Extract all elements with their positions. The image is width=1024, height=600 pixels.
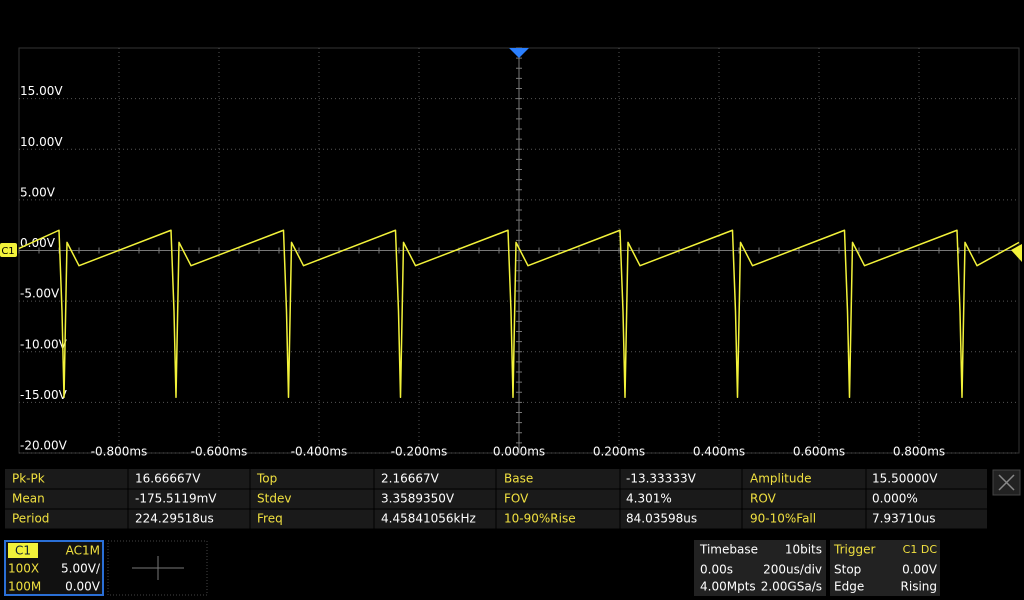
add-channel-box[interactable] <box>107 540 208 596</box>
x-tick-label: 0.400ms <box>693 445 745 459</box>
measure-value: 224.29518us <box>135 512 214 526</box>
measure-value: 4.45841056kHz <box>381 512 476 526</box>
trigger-position-marker <box>509 48 529 58</box>
measure-label: 10-90%Rise <box>504 512 576 526</box>
channel-tag <box>8 543 38 558</box>
timebase-scale: 200us/div <box>763 563 822 577</box>
channel-marker-label: C1 <box>1 246 14 257</box>
timebase-rate: 2.00GSa/s <box>761 580 822 594</box>
timebase-delay: 0.00s <box>700 563 733 577</box>
y-tick-label: -15.00V <box>20 388 68 402</box>
trigger-level: 0.00V <box>902 563 938 577</box>
close-icon <box>998 474 1015 491</box>
measure-value: -13.33333V <box>626 472 697 486</box>
measure-label: Amplitude <box>750 472 812 486</box>
measure-value: -175.5119mV <box>135 492 217 506</box>
measure-value: 3.3589350V <box>381 492 455 506</box>
x-tick-label: -0.800ms <box>91 445 148 459</box>
close-button[interactable] <box>992 469 1021 496</box>
add-icon <box>132 556 184 580</box>
timebase-memory: 4.00Mpts <box>700 580 756 594</box>
waveform <box>18 229 1020 399</box>
channel-name: C1 <box>15 544 31 558</box>
x-tick-label: 0.600ms <box>793 445 845 459</box>
measure-label: Stdev <box>257 492 291 506</box>
trigger-type: Edge <box>834 580 864 594</box>
y-tick-label: 15.00V <box>20 84 63 98</box>
channel-scale: 5.00V/ <box>61 562 101 576</box>
measure-value: 4.301% <box>626 492 672 506</box>
measure-value: 16.66667V <box>135 472 201 486</box>
measure-label: Period <box>12 512 49 526</box>
measure-label: FOV <box>504 492 529 506</box>
measurements: Pk-Pk 16.66667V Top 2.16667V Base -13.33333V A… <box>5 469 987 530</box>
y-tick-label: -20.00V <box>20 439 68 453</box>
trigger-level-marker <box>1011 244 1022 262</box>
measure-label: 90-10%Fall <box>750 512 816 526</box>
timebase-resolution: 10bits <box>785 543 822 557</box>
x-tick-label: -0.400ms <box>291 445 348 459</box>
measure-value: 15.50000V <box>872 472 938 486</box>
measure-label: Top <box>256 472 277 486</box>
x-tick-label: 0.200ms <box>593 445 645 459</box>
x-tick-label: -0.200ms <box>391 445 448 459</box>
y-tick-label: 10.00V <box>20 135 63 149</box>
channel-box[interactable] <box>4 540 104 596</box>
trigger-state: Stop <box>834 563 861 577</box>
channel-probe: 100X <box>8 562 39 576</box>
trigger-slope: Rising <box>901 580 937 594</box>
measure-label: Mean <box>12 492 45 506</box>
x-tick-label: 0.800ms <box>893 445 945 459</box>
channel-offset: 0.00V <box>65 580 101 594</box>
measure-label: Pk-Pk <box>12 472 45 486</box>
measure-value: 0.000% <box>872 492 918 506</box>
x-tick-label: -0.600ms <box>191 445 248 459</box>
y-tick-label: 5.00V <box>20 185 56 199</box>
measure-label: Base <box>504 472 533 486</box>
measure-value: 2.16667V <box>381 472 440 486</box>
measure-value: 84.03598us <box>626 512 697 526</box>
measure-label: Freq <box>257 512 283 526</box>
timebase-title: Timebase <box>699 543 758 557</box>
channel-bandwidth: 100M <box>8 580 41 594</box>
trigger-box[interactable] <box>830 540 940 596</box>
measure-label: ROV <box>750 492 777 506</box>
y-tick-label: -10.00V <box>20 337 68 351</box>
channel-marker <box>0 243 17 257</box>
trigger-source: C1 DC <box>903 543 938 556</box>
timebase-box[interactable] <box>694 540 826 596</box>
plot <box>18 229 1020 399</box>
measure-value: 7.93710us <box>872 512 935 526</box>
y-tick-label: 0.00V <box>20 236 56 250</box>
y-tick-label: -5.00V <box>20 287 60 301</box>
trigger-title: Trigger <box>833 543 875 557</box>
channel-coupling: AC1M <box>66 544 100 558</box>
